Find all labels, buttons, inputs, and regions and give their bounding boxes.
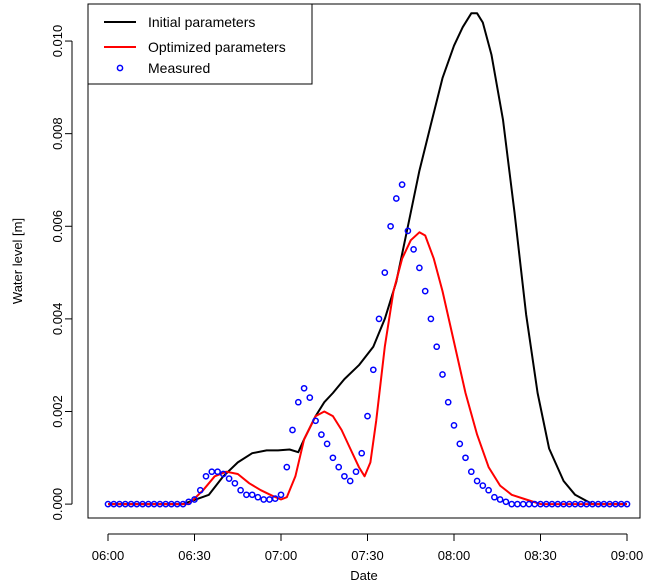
y-tick-label: 0.000 [50, 488, 65, 521]
data-point-measured [421, 287, 429, 295]
data-point-measured [346, 477, 354, 485]
y-tick-label: 0.010 [50, 25, 65, 58]
data-point-measured [191, 496, 198, 503]
data-point-measured [214, 468, 221, 476]
legend-label-optimized: Optimized parameters [148, 39, 286, 55]
data-point-measured [456, 440, 464, 448]
data-point-measured [231, 479, 239, 487]
x-tick-label: 08:00 [438, 548, 471, 563]
x-tick-label: 07:30 [351, 548, 384, 563]
x-axis: 06:00 06:30 07:00 07:30 08:00 08:30 09:00 [92, 533, 644, 563]
data-point-measured [329, 454, 337, 462]
data-point-measured [398, 181, 406, 188]
data-point-measured [237, 486, 244, 494]
plot-frame [87, 3, 641, 519]
data-point-measured [369, 366, 377, 374]
y-tick-label: 0.008 [50, 117, 65, 150]
data-point-measured [289, 426, 296, 434]
data-point-measured [410, 246, 417, 253]
data-point-measured [179, 500, 187, 508]
data-point-measured [439, 371, 446, 378]
y-tick-label: 0.002 [50, 395, 65, 428]
data-point-measured [323, 440, 331, 448]
data-point-measured [462, 454, 469, 462]
legend-swatch-measured [116, 64, 124, 72]
legend-label-initial: Initial parameters [148, 14, 255, 30]
x-tick-label: 09:00 [611, 548, 644, 563]
data-point-measured [185, 498, 193, 506]
legend-label-measured: Measured [148, 60, 210, 76]
data-point-measured [427, 315, 435, 323]
data-point-measured [444, 398, 452, 406]
data-point-measured [404, 227, 412, 235]
legend: Initial parameters Optimized parameters … [87, 3, 313, 85]
data-point-measured [375, 315, 383, 323]
data-point-measured [318, 431, 325, 438]
data-point-measured [392, 195, 400, 202]
data-point-measured [433, 343, 441, 351]
y-tick-label: 0.004 [50, 303, 65, 336]
data-point-measured [300, 384, 308, 392]
data-point-measured [485, 486, 492, 494]
data-point-measured [473, 477, 481, 485]
y-tick-label: 0.006 [50, 210, 65, 243]
data-point-measured [312, 417, 319, 425]
y-axis-label: Water level [m] [10, 218, 25, 304]
series-line-initial-parameters [108, 12, 627, 506]
data-point-measured [381, 269, 389, 276]
data-point-measured [450, 422, 458, 429]
x-tick-label: 07:00 [265, 548, 298, 563]
data-point-measured [335, 463, 343, 471]
data-point-measured [387, 222, 394, 230]
data-point-measured [502, 498, 510, 506]
y-axis: 0.000 0.002 0.004 0.006 0.008 0.010 [50, 25, 73, 521]
x-tick-label: 06:30 [178, 548, 211, 563]
legend-box [87, 3, 313, 85]
data-point-measured [352, 468, 360, 476]
data-point-measured [416, 264, 423, 272]
data-point-measured [491, 493, 498, 501]
data-point-measured [623, 500, 631, 508]
data-point-measured [294, 398, 302, 406]
data-point-measured [271, 495, 279, 502]
data-point-measured [479, 482, 487, 489]
data-point-measured [364, 412, 371, 420]
data-point-measured [196, 486, 204, 494]
data-point-measured [254, 493, 262, 501]
data-point-measured [225, 475, 233, 482]
series-layer [104, 12, 631, 508]
data-point-measured [306, 394, 314, 401]
data-point-measured [202, 472, 210, 480]
series-line-optimized-parameters [108, 231, 627, 506]
data-point-measured [283, 463, 291, 471]
data-point-measured [277, 491, 285, 499]
data-point-measured [496, 496, 504, 503]
data-point-measured [467, 468, 475, 476]
x-axis-label: Date [350, 568, 377, 583]
data-point-measured [219, 470, 227, 478]
x-tick-label: 08:30 [524, 548, 557, 563]
data-point-measured [341, 472, 348, 480]
data-point-measured [358, 449, 366, 457]
data-point-measured [248, 491, 256, 499]
x-tick-label: 06:00 [92, 548, 125, 563]
